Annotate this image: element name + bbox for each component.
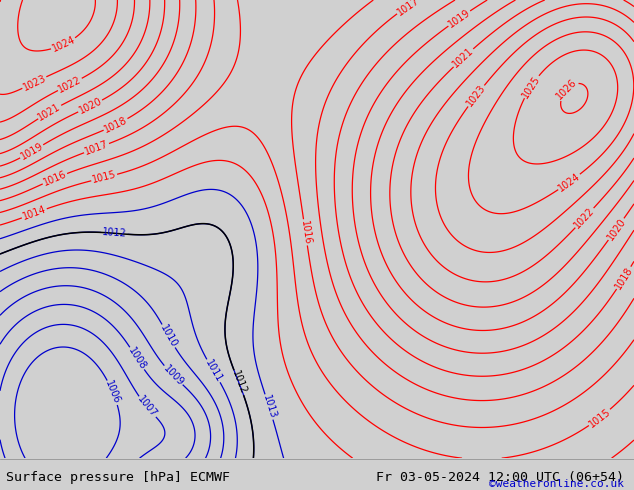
Text: 1015: 1015 xyxy=(587,406,612,429)
Text: 1025: 1025 xyxy=(520,74,542,99)
Text: 1018: 1018 xyxy=(103,115,129,135)
Text: Fr 03-05-2024 12:00 UTC (06+54): Fr 03-05-2024 12:00 UTC (06+54) xyxy=(377,471,624,484)
Text: 1014: 1014 xyxy=(21,204,48,222)
Text: 1023: 1023 xyxy=(21,73,48,92)
Text: 1009: 1009 xyxy=(161,363,185,388)
Text: 1007: 1007 xyxy=(136,394,158,419)
Text: 1015: 1015 xyxy=(91,170,117,185)
Text: 1022: 1022 xyxy=(573,205,597,230)
Text: 1016: 1016 xyxy=(299,220,312,245)
Text: 1019: 1019 xyxy=(18,141,45,162)
Text: 1026: 1026 xyxy=(555,77,579,101)
Text: Surface pressure [hPa] ECMWF: Surface pressure [hPa] ECMWF xyxy=(6,471,230,484)
Text: 1016: 1016 xyxy=(42,169,68,188)
Text: 1012: 1012 xyxy=(230,369,248,396)
Text: 1018: 1018 xyxy=(613,265,634,291)
Text: 1024: 1024 xyxy=(556,171,582,194)
Text: 1017: 1017 xyxy=(83,139,110,157)
Text: 1024: 1024 xyxy=(50,35,77,54)
Text: 1012: 1012 xyxy=(101,227,127,239)
Text: 1017: 1017 xyxy=(395,0,421,17)
Text: 1020: 1020 xyxy=(605,216,628,242)
Text: 1021: 1021 xyxy=(451,46,476,70)
Text: 1022: 1022 xyxy=(56,74,83,95)
Text: 1013: 1013 xyxy=(261,394,278,420)
Text: 1023: 1023 xyxy=(465,83,488,109)
Text: 1008: 1008 xyxy=(126,345,148,371)
Text: ©weatheronline.co.uk: ©weatheronline.co.uk xyxy=(489,479,624,490)
Text: 1019: 1019 xyxy=(446,7,472,29)
Text: 1006: 1006 xyxy=(103,379,122,406)
Text: 1010: 1010 xyxy=(158,323,179,349)
Text: 1011: 1011 xyxy=(203,358,224,384)
Text: 1020: 1020 xyxy=(77,96,103,116)
Text: 1021: 1021 xyxy=(36,101,63,122)
